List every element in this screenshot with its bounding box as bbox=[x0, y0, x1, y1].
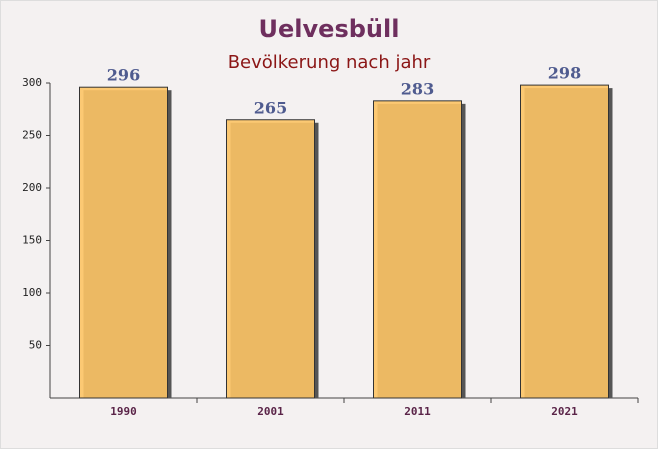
bar bbox=[79, 86, 168, 399]
chart-subtitle: Bevölkerung nach jahr bbox=[228, 52, 431, 73]
value-label: 265 bbox=[254, 98, 287, 117]
y-tick-label: 250 bbox=[22, 129, 42, 142]
bar bbox=[373, 100, 462, 399]
y-tick-label: 200 bbox=[22, 181, 42, 194]
x-tick-label: 1990 bbox=[110, 405, 137, 418]
y-tick-label: 300 bbox=[22, 76, 42, 89]
value-label: 296 bbox=[107, 66, 140, 85]
bar bbox=[226, 119, 315, 399]
x-tick-label: 2001 bbox=[257, 405, 284, 418]
bar bbox=[520, 84, 609, 399]
x-tick-label: 2021 bbox=[551, 405, 578, 418]
value-label: 298 bbox=[548, 64, 581, 83]
x-tick-label: 2011 bbox=[404, 405, 431, 418]
y-tick-label: 100 bbox=[22, 286, 42, 299]
value-label: 283 bbox=[401, 79, 434, 98]
y-tick-label: 50 bbox=[29, 339, 42, 352]
chart-title: Uelvesbüll bbox=[259, 15, 400, 43]
y-tick-label: 150 bbox=[22, 234, 42, 247]
